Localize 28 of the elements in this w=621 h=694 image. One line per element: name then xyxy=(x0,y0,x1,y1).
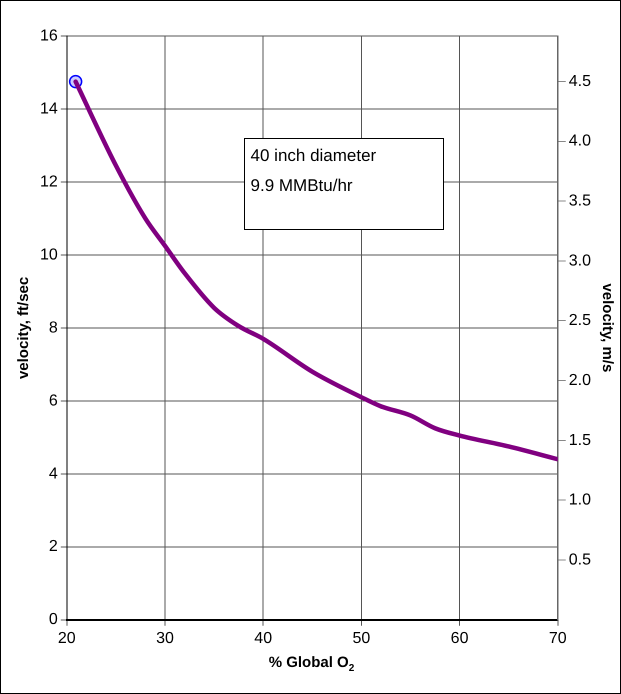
y-tick-label: 14 xyxy=(40,100,58,118)
x-tick-label: 30 xyxy=(156,630,174,647)
x-tick-label: 60 xyxy=(450,630,469,647)
x-tick-label: 50 xyxy=(352,630,370,647)
y2-tick-label: 1.5 xyxy=(568,432,592,449)
y-axis-title: velocity, ft/sec xyxy=(15,276,32,380)
y-tick-label: 2 xyxy=(48,538,58,556)
x-tick-label: 70 xyxy=(548,630,567,647)
y2-tick-label: 4.0 xyxy=(568,132,592,150)
y2-axis-title: velocity, m/s xyxy=(598,283,616,372)
x-tick-label: 20 xyxy=(58,630,76,647)
y2-tick-label: 0.5 xyxy=(568,551,592,568)
x-axis-title: % Global O$_{2}$ xyxy=(268,654,356,674)
y-tick-label: 4 xyxy=(48,465,58,482)
y2-tick-label: 1.0 xyxy=(568,492,592,509)
text-box: 40 inch diameter 9.9 MMBtu/hr xyxy=(244,138,444,230)
y-tick-label: 0 xyxy=(48,611,58,628)
y2-tick-label: 3.5 xyxy=(568,192,592,210)
y2-tick-label: 4.5 xyxy=(568,72,592,90)
y-tick-label: 6 xyxy=(48,392,58,410)
y-tick-label: 12 xyxy=(40,173,58,190)
x-tick-label: 40 xyxy=(254,630,272,647)
y-tick-label: 16 xyxy=(40,27,58,44)
y2-tick-label: 2.5 xyxy=(568,312,592,330)
y2-tick-label: 2.0 xyxy=(568,372,592,389)
y2-tick-label: 3.0 xyxy=(568,252,592,270)
y-tick-label: 8 xyxy=(48,319,58,336)
y-tick-label: 10 xyxy=(40,246,58,264)
